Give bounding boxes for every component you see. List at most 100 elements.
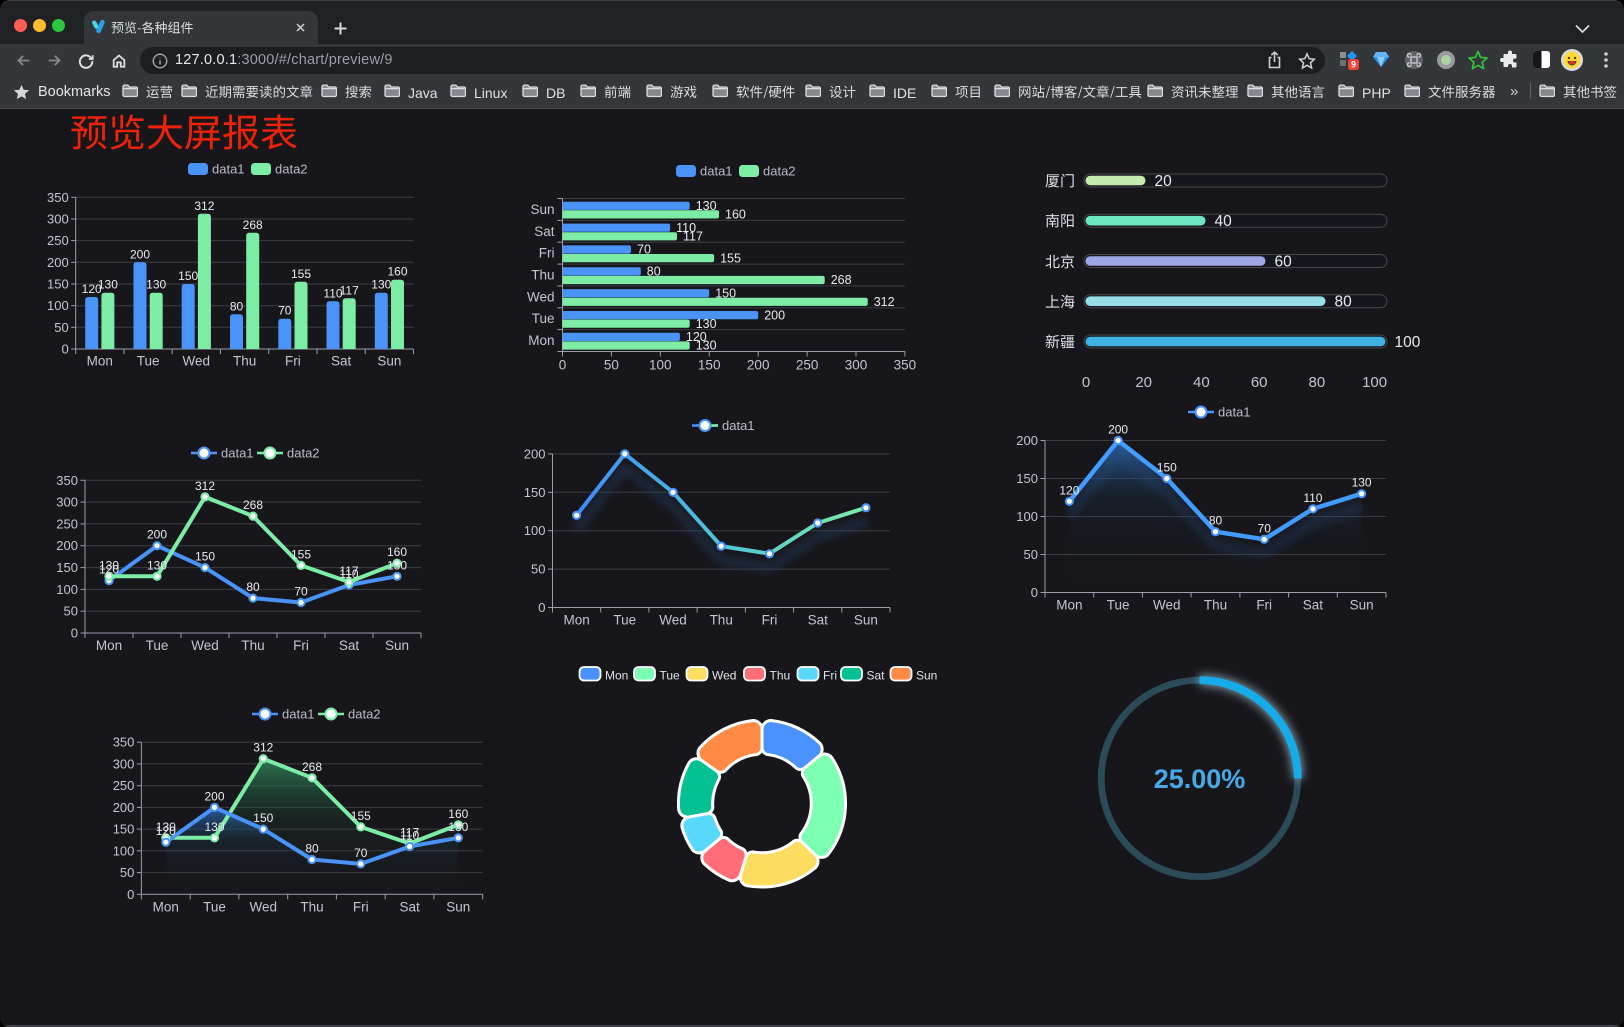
- svg-text:110: 110: [400, 829, 419, 843]
- svg-text:200: 200: [47, 255, 69, 270]
- svg-text:117: 117: [683, 230, 703, 244]
- svg-text:Tue: Tue: [660, 669, 681, 683]
- svg-text:Sun: Sun: [385, 638, 409, 653]
- svg-text:100: 100: [1395, 334, 1421, 351]
- svg-text:120: 120: [686, 330, 707, 344]
- svg-text:130: 130: [448, 820, 468, 834]
- svg-text:155: 155: [720, 251, 741, 265]
- svg-text:150: 150: [113, 822, 135, 837]
- svg-text:250: 250: [796, 358, 819, 373]
- svg-text:80: 80: [647, 265, 661, 279]
- svg-text:Fri: Fri: [539, 246, 555, 261]
- svg-text:160: 160: [448, 807, 468, 821]
- svg-text:Sat: Sat: [1303, 598, 1324, 613]
- svg-text:150: 150: [524, 485, 546, 500]
- svg-text:Mon: Mon: [528, 333, 554, 348]
- svg-text:Wed: Wed: [712, 669, 736, 683]
- svg-text:150: 150: [715, 286, 736, 300]
- svg-text:155: 155: [291, 547, 311, 561]
- svg-text:130: 130: [371, 278, 391, 292]
- svg-text:117: 117: [340, 283, 359, 297]
- svg-text:130: 130: [99, 558, 119, 572]
- svg-text:20: 20: [1155, 173, 1173, 190]
- svg-text:data2: data2: [348, 707, 381, 722]
- svg-text:Wed: Wed: [1153, 598, 1181, 613]
- svg-text:Sun: Sun: [1350, 598, 1374, 613]
- svg-text:130: 130: [156, 820, 176, 834]
- svg-text:150: 150: [698, 358, 721, 373]
- svg-text:150: 150: [47, 277, 69, 292]
- svg-text:60: 60: [1251, 374, 1268, 391]
- svg-text:Sat: Sat: [867, 669, 886, 683]
- svg-text:Thu: Thu: [241, 638, 264, 653]
- svg-text:130: 130: [696, 339, 717, 353]
- svg-text:50: 50: [120, 865, 134, 880]
- svg-text:130: 130: [1352, 476, 1372, 490]
- svg-text:40: 40: [1193, 374, 1210, 391]
- svg-text:Tue: Tue: [146, 638, 169, 653]
- svg-text:Mon: Mon: [605, 669, 628, 683]
- svg-text:70: 70: [354, 846, 368, 860]
- svg-text:Tue: Tue: [1107, 598, 1130, 613]
- svg-text:0: 0: [538, 600, 545, 615]
- svg-text:100: 100: [113, 843, 135, 858]
- svg-text:Sun: Sun: [530, 202, 554, 217]
- svg-text:160: 160: [387, 545, 407, 559]
- svg-text:150: 150: [1157, 461, 1177, 475]
- svg-text:Fri: Fri: [353, 899, 369, 914]
- svg-text:160: 160: [725, 208, 746, 222]
- svg-text:100: 100: [56, 582, 78, 597]
- svg-text:data1: data1: [212, 162, 245, 177]
- svg-text:150: 150: [56, 560, 78, 575]
- svg-text:60: 60: [1275, 253, 1293, 270]
- svg-text:data2: data2: [763, 164, 796, 179]
- svg-text:110: 110: [1303, 491, 1322, 505]
- svg-text:9: 9: [1351, 60, 1356, 70]
- svg-text:Tue: Tue: [532, 311, 555, 326]
- svg-text:300: 300: [113, 756, 135, 771]
- svg-text:data1: data1: [282, 707, 315, 722]
- svg-text:100: 100: [649, 358, 672, 373]
- svg-text:70: 70: [294, 585, 308, 599]
- svg-text:Wed: Wed: [250, 899, 278, 914]
- svg-text:117: 117: [400, 826, 419, 840]
- svg-text:120: 120: [82, 282, 102, 296]
- svg-text:data1: data1: [722, 418, 755, 433]
- svg-text:Sat: Sat: [339, 638, 360, 653]
- svg-text:120: 120: [156, 824, 176, 838]
- svg-text:Fri: Fri: [823, 669, 837, 683]
- svg-text:Sun: Sun: [377, 354, 401, 369]
- svg-text:300: 300: [56, 495, 78, 510]
- svg-text:350: 350: [56, 473, 78, 488]
- svg-text:80: 80: [246, 580, 260, 594]
- svg-text:0: 0: [127, 887, 134, 902]
- svg-text:150: 150: [1016, 471, 1038, 486]
- svg-text:data2: data2: [275, 162, 308, 177]
- svg-text:Wed: Wed: [183, 354, 211, 369]
- svg-text:300: 300: [845, 358, 868, 373]
- svg-text:Thu: Thu: [770, 669, 791, 683]
- svg-text:312: 312: [194, 199, 214, 213]
- svg-text:Mon: Mon: [96, 638, 122, 653]
- svg-text:200: 200: [130, 247, 150, 261]
- svg-text:155: 155: [351, 809, 371, 823]
- svg-text:100: 100: [47, 298, 69, 313]
- svg-text:268: 268: [243, 218, 263, 232]
- svg-text:130: 130: [98, 278, 118, 292]
- svg-text:20: 20: [1135, 374, 1152, 391]
- svg-text:Sat: Sat: [534, 224, 555, 239]
- svg-text:50: 50: [604, 358, 619, 373]
- svg-text:268: 268: [302, 760, 322, 774]
- svg-text:0: 0: [559, 358, 567, 373]
- svg-text:data1: data1: [700, 164, 733, 179]
- svg-text:100: 100: [1362, 374, 1387, 391]
- svg-text:40: 40: [1215, 213, 1233, 230]
- svg-text:200: 200: [1108, 423, 1128, 437]
- svg-text:Sun: Sun: [446, 899, 470, 914]
- svg-text:150: 150: [178, 269, 198, 283]
- svg-text:Wed: Wed: [191, 638, 219, 653]
- svg-text:0: 0: [61, 342, 68, 357]
- svg-text:50: 50: [64, 604, 78, 619]
- svg-text:Thu: Thu: [1204, 598, 1227, 613]
- svg-text:Mon: Mon: [87, 354, 113, 369]
